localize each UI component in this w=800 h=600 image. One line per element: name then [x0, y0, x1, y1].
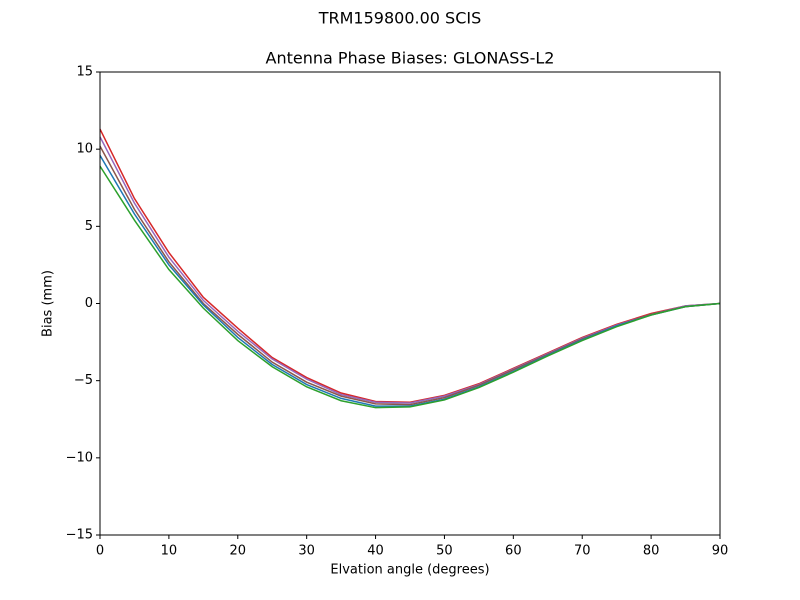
y-axis-label: Bias (mm): [41, 270, 56, 337]
y-tick-label: 10: [76, 142, 93, 157]
chart-title: TRM159800.00 SCIS: [318, 9, 482, 28]
x-axis-label: Elvation angle (degrees): [330, 563, 489, 578]
x-tick-label: 20: [230, 544, 247, 559]
series-line: [99, 165, 721, 409]
y-tick-label: −15: [66, 528, 93, 543]
x-tick-label: 60: [505, 544, 522, 559]
x-tick-label: 10: [161, 544, 178, 559]
x-tick-label: 40: [367, 544, 384, 559]
plot-area: [99, 128, 721, 409]
y-tick-label: 15: [76, 65, 93, 80]
x-tick-label: 70: [574, 544, 591, 559]
x-tick-label: 90: [712, 544, 729, 559]
y-tick-label: 5: [85, 219, 93, 234]
x-tick-label: 80: [643, 544, 660, 559]
x-tick-label: 30: [298, 544, 315, 559]
y-tick-label: −10: [66, 450, 93, 465]
x-tick-label: 0: [96, 544, 104, 559]
y-tick-label: −5: [74, 373, 93, 388]
chart-subtitle: Antenna Phase Biases: GLONASS-L2: [266, 49, 555, 68]
x-tick-label: 50: [436, 544, 453, 559]
y-tick-label: 0: [85, 296, 93, 311]
